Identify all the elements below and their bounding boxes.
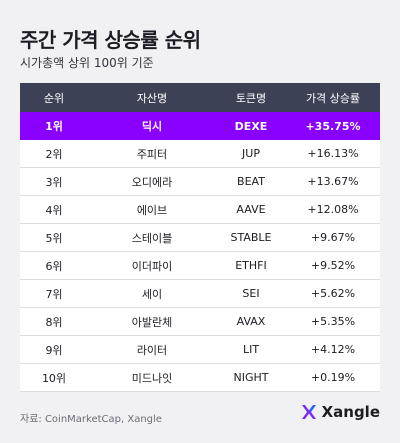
table-cell: 스테이블 [88,223,216,252]
table-row: 6위 이더파이 ETHFI +9.52% [20,251,380,280]
table-cell: DEXE [216,112,286,140]
table-row: 2위 주피터 JUP +16.13% [20,140,380,168]
table-cell: 주피터 [88,140,216,168]
table-row: 3위 오디에라 BEAT +13.67% [20,167,380,196]
table-cell: +5.35% [286,307,380,336]
table-cell: +0.19% [286,363,380,392]
column-header: 가격 상승률 [286,83,380,112]
logo: Xangle [300,403,380,421]
table-row: 8위 아발란체 AVAX +5.35% [20,307,380,336]
header-row: 순위 자산명 토큰명 가격 상승률 [20,83,380,112]
table-cell: STABLE [216,223,286,252]
column-header: 순위 [20,83,88,112]
table-cell: AAVE [216,195,286,224]
table-cell: JUP [216,140,286,168]
column-header: 자산명 [88,83,216,112]
table-cell: 3위 [20,167,88,196]
table-cell: 2위 [20,140,88,168]
table-cell: 10위 [20,363,88,392]
table-cell: +5.62% [286,279,380,308]
table-row: 7위 세이 SEI +5.62% [20,279,380,308]
ranking-table: 순위 자산명 토큰명 가격 상승률 1위 딕시 DEXE +35.75% 2위 주피터 JUP +1… [20,83,380,392]
table-cell: 6위 [20,251,88,280]
table-row: 1위 딕시 DEXE +35.75% [20,112,380,140]
subtitle: 시가총액 상위 100위 기준 [20,56,154,70]
table-cell: 오디에라 [88,167,216,196]
title: 주간 가격 상승률 순위 [20,28,201,52]
table-row: 10위 미드나잇 NIGHT +0.19% [20,363,380,392]
table-cell: 1위 [20,112,88,140]
table-cell: AVAX [216,307,286,336]
table-cell: +16.13% [286,140,380,168]
table-cell: 아발란체 [88,307,216,336]
table-cell: 7위 [20,279,88,308]
table-cell: ETHFI [216,251,286,280]
table-cell: +9.52% [286,251,380,280]
table-cell: SEI [216,279,286,308]
table-row: 9위 라이터 LIT +4.12% [20,335,380,364]
table-cell: 라이터 [88,335,216,364]
logo-text: Xangle [321,403,380,421]
table-row: 5위 스테이블 STABLE +9.67% [20,223,380,252]
table-cell: +9.67% [286,223,380,252]
table-cell: LIT [216,335,286,364]
table-body: 1위 딕시 DEXE +35.75% 2위 주피터 JUP +16.13% 3위 오디에라 BEAT… [20,112,380,392]
column-header: 토큰명 [216,83,286,112]
table-cell: +35.75% [286,112,380,140]
table-cell: 4위 [20,195,88,224]
table-cell: 8위 [20,307,88,336]
table-cell: 5위 [20,223,88,252]
table-cell: 딕시 [88,112,216,140]
table-cell: +13.67% [286,167,380,196]
source: 자료: CoinMarketCap, Xangle [20,414,162,425]
table-cell: 이더파이 [88,251,216,280]
table-cell: BEAT [216,167,286,196]
table-cell: 9위 [20,335,88,364]
table-cell: +4.12% [286,335,380,364]
table-cell: NIGHT [216,363,286,392]
table-cell: +12.08% [286,195,380,224]
logo-icon [301,405,316,419]
table-cell: 에이브 [88,195,216,224]
table-cell: 세이 [88,279,216,308]
table-cell: 미드나잇 [88,363,216,392]
table-row: 4위 에이브 AAVE +12.08% [20,195,380,224]
